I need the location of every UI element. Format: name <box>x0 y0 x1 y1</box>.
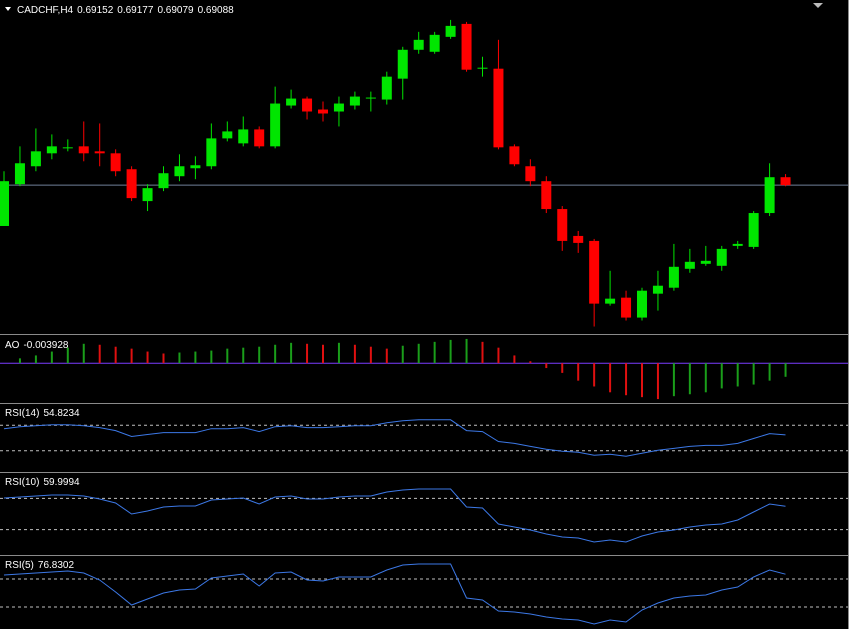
candle-body <box>190 165 201 169</box>
rsi-line <box>3 419 786 457</box>
candle-body <box>413 39 424 50</box>
rsi-line <box>3 563 786 625</box>
indicator-value: 0.69079 <box>157 5 194 16</box>
candle-body <box>270 103 281 147</box>
plot-layer: CADCHF,H4 0.69152 0.69177 0.69079 0.69088 AO -… <box>0 5 848 625</box>
candle-body <box>349 96 360 106</box>
indicator-value: 54.8234 <box>43 408 80 419</box>
candle-body <box>525 166 536 182</box>
candle-body <box>668 266 679 288</box>
indicator-name: RSI(10) <box>5 477 39 488</box>
candle-body <box>318 109 328 114</box>
candle-body <box>30 151 41 167</box>
panel-header: RSI(5) 76.8302 <box>5 560 74 571</box>
indicator-value: 0.69152 <box>77 5 114 16</box>
candle-body <box>605 298 616 304</box>
candle-body <box>493 68 504 148</box>
candle-body <box>637 290 647 318</box>
panel-header: AO -0.003928 <box>5 340 69 351</box>
scroll-marker <box>813 3 823 8</box>
panel-header: RSI(14) 54.8234 <box>5 408 80 419</box>
menu-triangle[interactable] <box>5 7 11 11</box>
candle-body <box>62 147 73 149</box>
candle-body <box>158 173 169 189</box>
indicator-value: 0.69177 <box>117 5 154 16</box>
indicator-name: AO <box>5 340 20 351</box>
candle-body <box>110 153 121 172</box>
candle-body <box>381 76 392 100</box>
candle-body <box>397 49 408 79</box>
candle-body <box>429 34 440 52</box>
candle-body <box>541 181 552 210</box>
candle-body <box>589 240 600 304</box>
candle-body <box>700 260 711 264</box>
candle-body <box>780 177 791 186</box>
candle-body <box>445 25 456 37</box>
candle-body <box>286 98 297 106</box>
candle-body <box>254 129 265 147</box>
candle-body <box>652 285 663 294</box>
indicator-value: -0.003928 <box>23 340 68 351</box>
indicator-name: RSI(5) <box>5 560 34 571</box>
candle-body <box>365 97 376 99</box>
panel-header: CADCHF,H4 0.69152 0.69177 0.69079 0.69088 <box>17 5 234 16</box>
candle-body <box>174 166 185 177</box>
candle-body <box>78 146 89 154</box>
indicator-value: 59.9994 <box>43 477 80 488</box>
candle-body <box>46 146 57 154</box>
panel-header: RSI(10) 59.9994 <box>5 477 80 488</box>
candle-body <box>477 67 488 69</box>
candle-body <box>509 146 520 165</box>
candle-body <box>238 129 249 144</box>
candle-body <box>126 169 137 199</box>
candle-body <box>461 23 472 70</box>
indicator-value: 76.8302 <box>38 560 75 571</box>
candle-body <box>716 248 727 266</box>
candle-body <box>14 163 25 185</box>
candle-body <box>142 188 153 202</box>
candle-body <box>684 261 695 269</box>
rsi-line <box>3 488 786 543</box>
candle-body <box>222 131 233 139</box>
candle-body <box>94 151 105 154</box>
indicator-value: 0.69088 <box>198 5 235 16</box>
candle-body <box>621 297 632 318</box>
candle-body <box>764 177 775 214</box>
candle-body <box>557 209 568 241</box>
candle-body <box>333 103 344 112</box>
candle-body <box>748 213 759 247</box>
indicator-name: RSI(14) <box>5 408 39 419</box>
candle-body <box>0 181 9 226</box>
indicator-name: CADCHF,H4 <box>17 5 74 16</box>
candle-body <box>732 243 743 246</box>
candle-body <box>573 235 584 243</box>
candle-body <box>206 138 217 167</box>
candle-body <box>302 98 313 112</box>
